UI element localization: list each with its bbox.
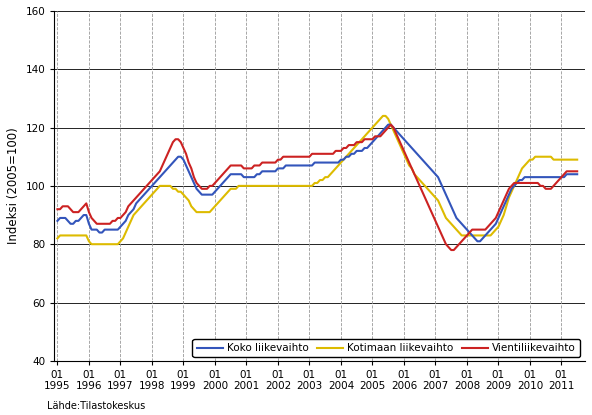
Text: Lähde:Tilastokeskus: Lähde:Tilastokeskus	[47, 401, 146, 411]
Y-axis label: Indeksi (2005=100): Indeksi (2005=100)	[7, 127, 20, 244]
Legend: Koko liikevaihto, Kotimaan liikevaihto, Vientiliikevaihto: Koko liikevaihto, Kotimaan liikevaihto, …	[192, 339, 580, 357]
